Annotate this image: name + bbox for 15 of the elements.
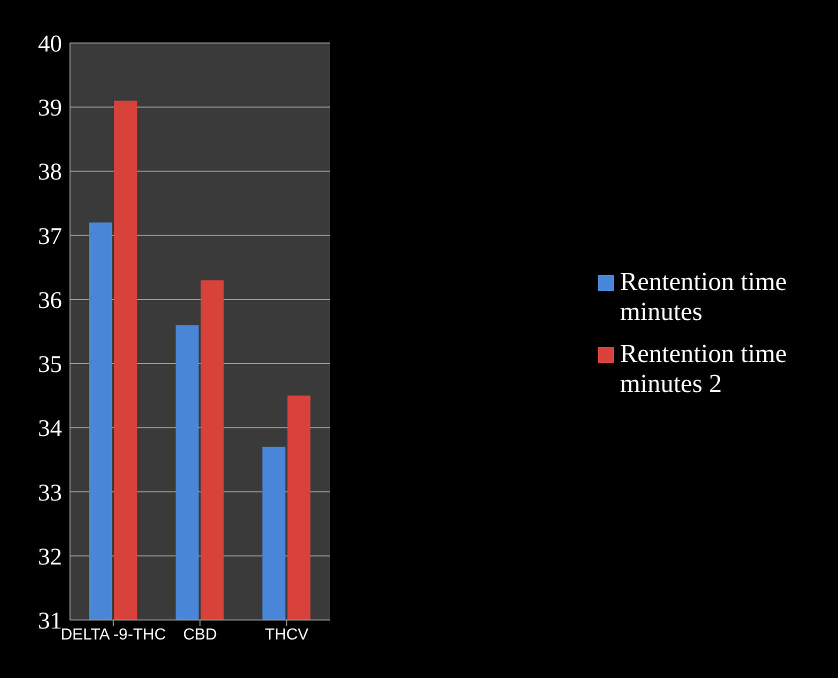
y-tick-label: 39 bbox=[38, 96, 62, 122]
y-tick-label: 33 bbox=[38, 480, 62, 506]
y-tick-label: 38 bbox=[38, 160, 62, 186]
y-tick-label: 32 bbox=[38, 544, 62, 570]
y-tick-label: 31 bbox=[38, 608, 62, 635]
y-tick-label: 37 bbox=[38, 224, 62, 250]
x-tick-label: CBD bbox=[183, 626, 217, 644]
y-tick-label: 34 bbox=[38, 416, 62, 442]
y-tick-label: 36 bbox=[38, 288, 62, 314]
legend-label: Rentention time minutes bbox=[620, 267, 788, 327]
y-tick-label: 35 bbox=[38, 352, 62, 378]
x-tick-label: THCV bbox=[264, 626, 309, 644]
y-tick-label: 40 bbox=[38, 32, 62, 58]
legend-label: Rentention time minutes 2 bbox=[620, 339, 788, 399]
x-tick-label: DELTA -9-THC bbox=[60, 626, 166, 644]
